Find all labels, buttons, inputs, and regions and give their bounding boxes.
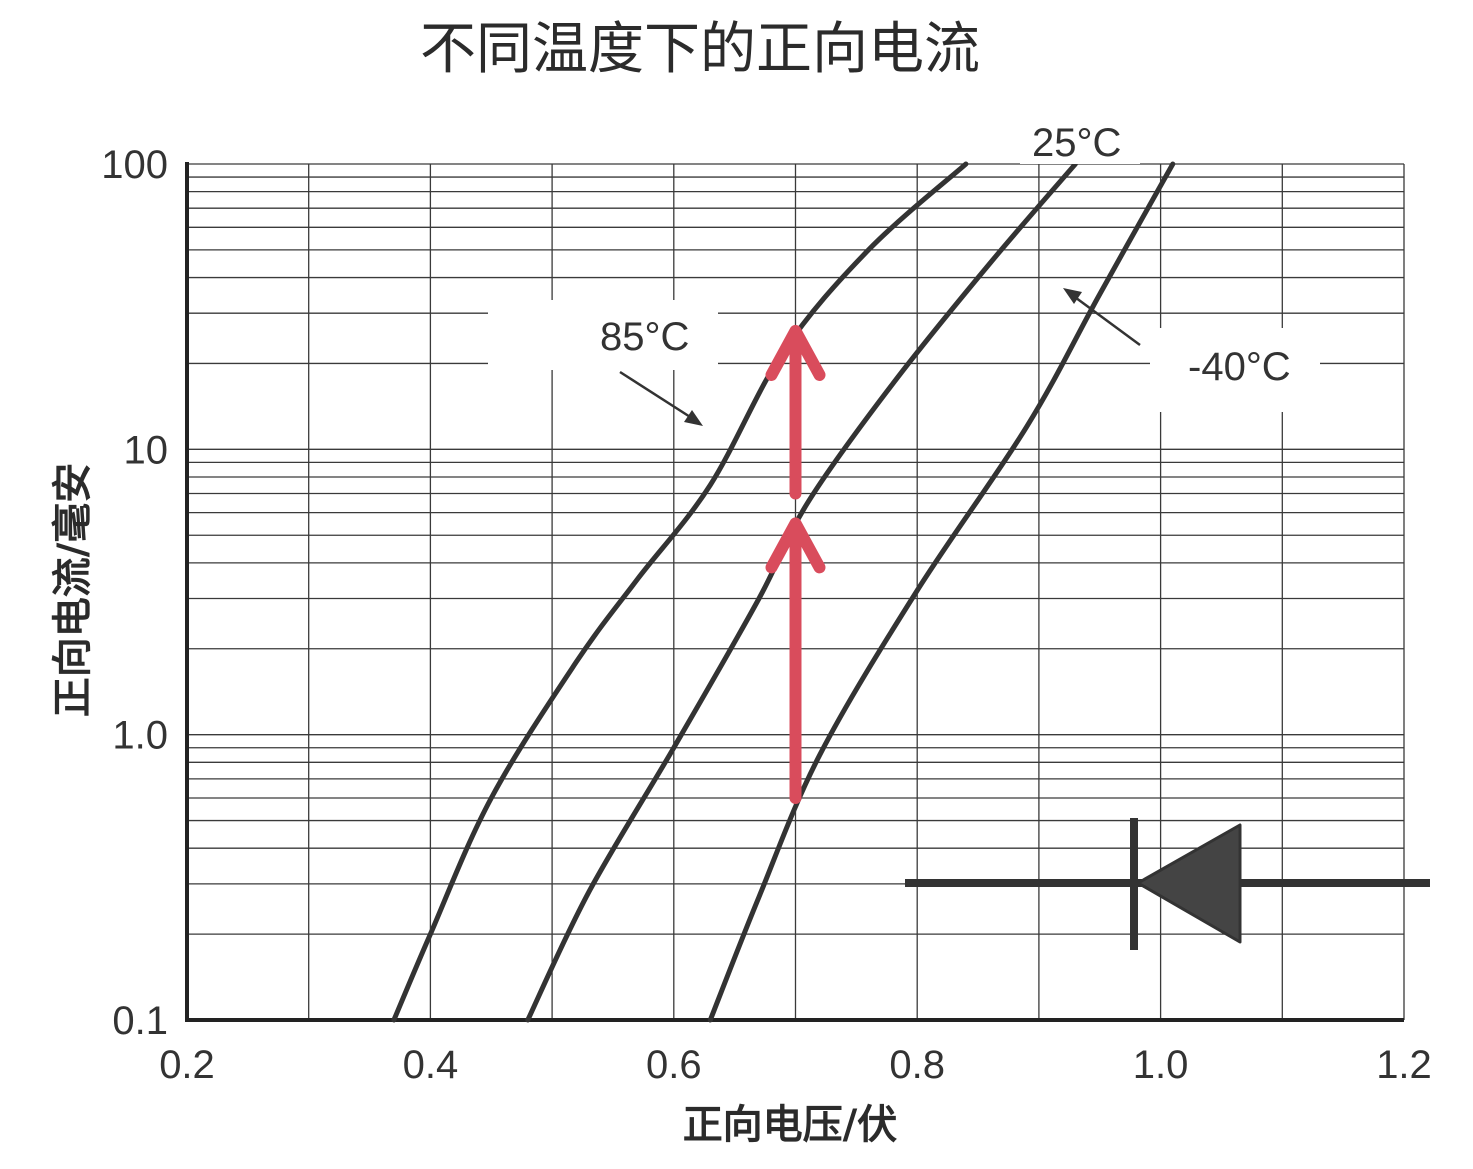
x-tick-label: 0.4 (403, 1043, 459, 1087)
y-tick-label: 1.0 (112, 714, 168, 758)
series-line-85c (391, 161, 969, 1023)
tick-labels: 0.2 0.4 0.6 0.8 1.0 1.2 0.1 1.0 10 100 (101, 143, 1432, 1087)
red-arrow-head (765, 324, 826, 381)
x-tick-label: 0.8 (889, 1043, 945, 1087)
series-label-minus40c: -40°C (1188, 345, 1291, 389)
x-tick-label: 0.6 (646, 1043, 702, 1087)
label-bg-25 (1020, 118, 1140, 164)
x-tick-label: 1.0 (1133, 1043, 1189, 1087)
series-label-25c: 25°C (1032, 121, 1121, 165)
leader-minus40c-head (1063, 288, 1082, 304)
series-label-85c: 85°C (600, 315, 689, 359)
label-bg-m40 (1150, 328, 1320, 412)
x-axis-label: 正向电压/伏 (683, 1102, 898, 1148)
curves (391, 161, 1176, 1023)
leader-85c (619, 370, 699, 424)
leader-minus40c (1067, 290, 1141, 347)
series-line-25c (525, 161, 1078, 1023)
annotation-arrows (765, 324, 826, 804)
y-tick-label: 100 (101, 143, 168, 187)
x-tick-label: 0.2 (159, 1043, 215, 1087)
y-tick-label: 10 (124, 428, 169, 472)
diode-symbol-icon (905, 818, 1430, 950)
x-tick-label: 1.2 (1376, 1043, 1432, 1087)
leader-85c-head (684, 410, 703, 426)
y-axis-label: 正向电流/毫安 (50, 463, 96, 718)
red-arrow-head (765, 517, 826, 574)
label-bg-85 (488, 300, 718, 370)
chart-title: 不同温度下的正向电流 (420, 17, 980, 82)
series-line-minus40c (707, 161, 1176, 1023)
y-tick-label: 0.1 (112, 999, 168, 1043)
